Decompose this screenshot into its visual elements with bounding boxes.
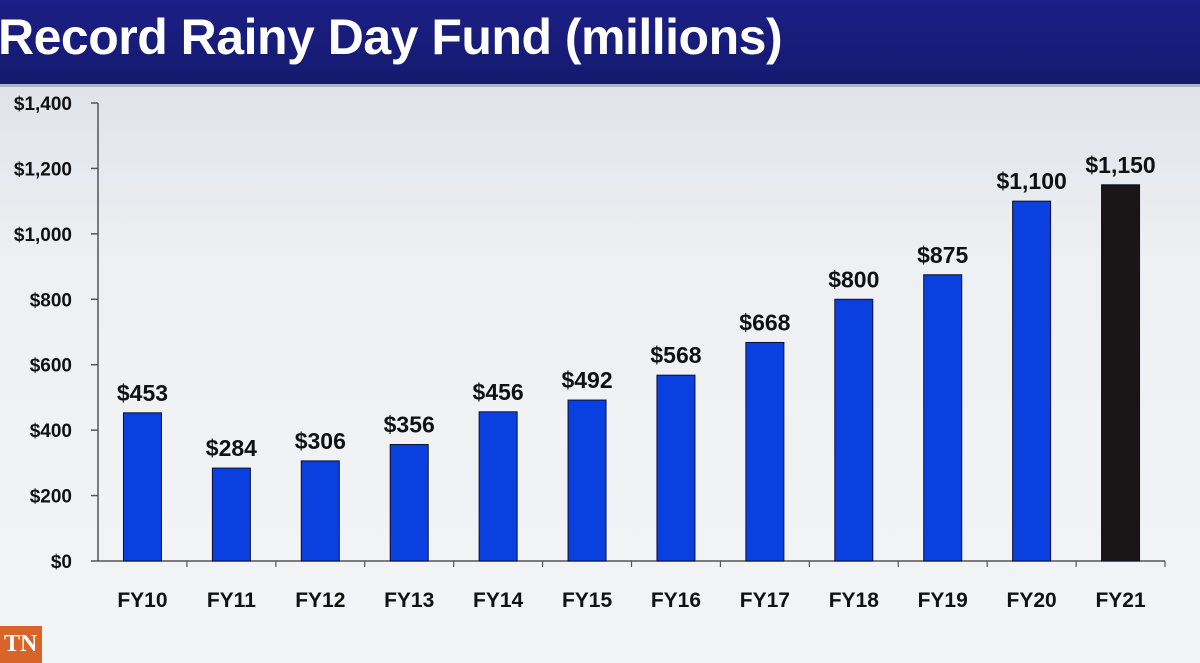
x-tick-label: FY12: [295, 589, 345, 612]
data-label: $492: [561, 367, 612, 393]
bar-fy13: [389, 444, 429, 562]
bar-fy18: [834, 298, 874, 562]
data-label: $568: [650, 342, 701, 368]
y-tick-label: $400: [30, 421, 72, 442]
y-tick-label: $1,000: [14, 225, 72, 246]
x-tick-label: FY15: [562, 589, 613, 612]
bar-fy14: [478, 411, 518, 562]
bar-fy17: [745, 341, 785, 562]
data-label: $800: [828, 266, 879, 292]
x-tick-label: FY14: [473, 589, 524, 612]
title-bar: Record Rainy Day Fund (millions): [0, 0, 1200, 87]
page-title: Record Rainy Day Fund (millions): [0, 9, 783, 65]
data-label: $356: [384, 412, 435, 438]
x-tick-label: FY10: [117, 589, 167, 612]
bar-fy10: [122, 412, 162, 562]
data-label: $1,100: [996, 168, 1066, 194]
data-label: $453: [117, 380, 168, 406]
bar-fy21: [1101, 184, 1141, 562]
bar-fy16: [656, 374, 696, 562]
data-label: $456: [473, 379, 524, 405]
data-label: $875: [917, 242, 968, 268]
tn-logo: TN: [0, 626, 42, 663]
data-label: $306: [295, 428, 346, 454]
x-tick-label: FY16: [651, 589, 701, 612]
data-label: $668: [739, 309, 790, 335]
x-tick-label: FY19: [918, 589, 968, 612]
x-tick-label: FY21: [1095, 589, 1146, 612]
y-tick-label: $800: [30, 290, 72, 311]
x-tick-label: FY20: [1007, 589, 1057, 612]
bar-fy20: [1012, 200, 1052, 562]
x-tick-label: FY17: [740, 589, 790, 612]
y-tick-label: $1,400: [14, 94, 72, 115]
bar-fy12: [300, 460, 340, 562]
y-tick-label: $1,200: [14, 159, 72, 180]
y-tick-label: $200: [30, 487, 72, 508]
data-label: $284: [206, 435, 257, 461]
bar-fy19: [923, 274, 963, 562]
x-tick-label: FY11: [207, 589, 256, 612]
data-label: $1,150: [1085, 152, 1155, 178]
x-tick-label: FY13: [384, 589, 434, 612]
y-tick-label: $600: [30, 356, 72, 377]
y-tick-label: $0: [51, 552, 72, 573]
bar-fy15: [567, 399, 607, 562]
x-tick-label: FY18: [829, 589, 880, 612]
bar-fy11: [211, 467, 251, 562]
